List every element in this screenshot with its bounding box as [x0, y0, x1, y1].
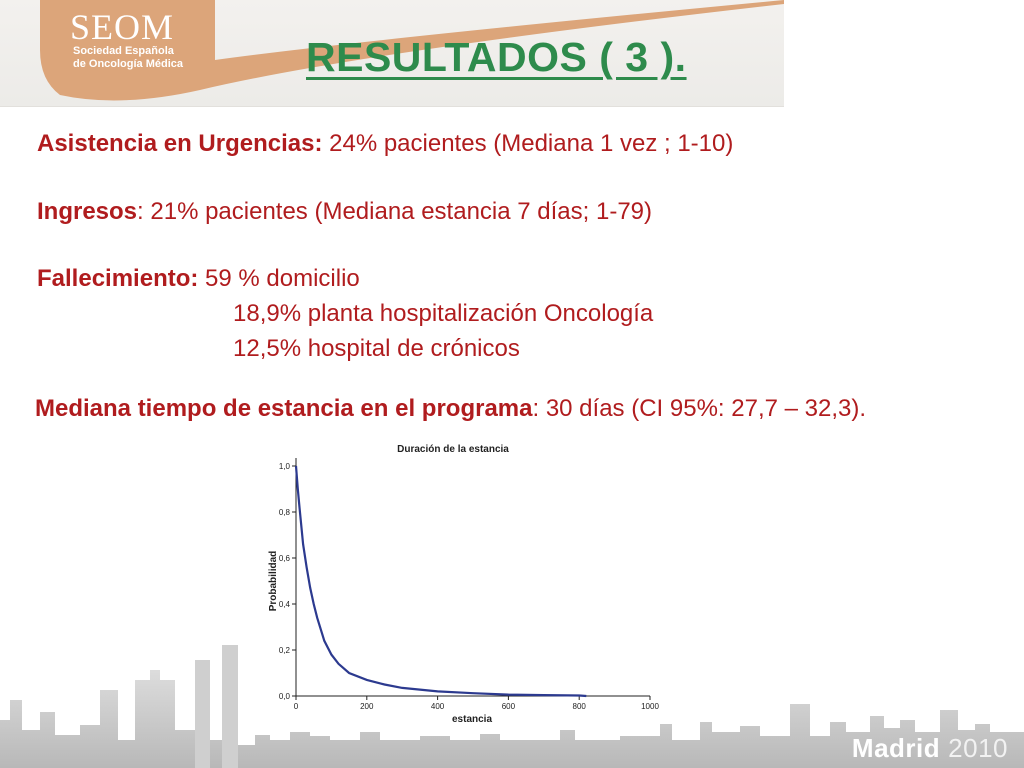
- line-urgencias-text: 24% pacientes (Mediana 1 vez ; 1-10): [322, 130, 734, 157]
- line-ingresos-text: : 21% pacientes (Mediana estancia 7 días…: [137, 198, 652, 225]
- chart-ylabel: Probabilidad: [268, 551, 279, 612]
- line-mediana-label: Mediana tiempo de estancia en el program…: [35, 395, 533, 422]
- fallecimiento-planta: 18,9% planta hospitalización Oncología: [233, 300, 654, 327]
- x-tick-label: 1000: [641, 702, 659, 711]
- line-urgencias: Asistencia en Urgencias: 24% pacientes (…: [37, 130, 733, 158]
- skyline-graphic: [0, 645, 1024, 768]
- y-tick-label: 0,6: [279, 554, 291, 563]
- x-tick-label: 0: [294, 702, 299, 711]
- x-tick-label: 800: [573, 702, 587, 711]
- x-tick-label: 400: [431, 702, 445, 711]
- x-tick-label: 600: [502, 702, 516, 711]
- y-tick-label: 0,0: [279, 692, 291, 701]
- y-tick-label: 0,4: [279, 600, 291, 609]
- footer-brand: Madrid 2010: [852, 733, 1008, 764]
- chart-ticks: 0 200 400 600 800 1000 0,0 0,2 0,4 0,6 0,8 1,0: [279, 462, 660, 711]
- chart-svg: Duración de la estancia Probabilidad est…: [268, 444, 660, 725]
- line-urgencias-label: Asistencia en Urgencias:: [37, 130, 323, 157]
- footer-brand-name: Madrid: [851, 733, 941, 763]
- line-fallecimiento-text: 59 % domicilio: [198, 265, 360, 292]
- logo-name: SEOM: [70, 7, 175, 47]
- header-band: SEOM Sociedad Española de Oncología Médi…: [0, 0, 784, 107]
- chart-curve: [294, 465, 587, 698]
- x-tick-label: 200: [360, 702, 374, 711]
- logo-subtitle: Sociedad Española de Oncología Médica: [73, 45, 184, 70]
- slide-title: RESULTADOS ( 3 ).: [306, 34, 687, 80]
- chart-xlabel: estancia: [452, 714, 492, 725]
- footer-year: 2010: [948, 733, 1008, 763]
- line-mediana-text: : 30 días (CI 95%: 27,7 – 32,3).: [532, 395, 867, 422]
- y-tick-label: 0,2: [279, 646, 291, 655]
- line-ingresos: Ingresos: 21% pacientes (Mediana estanci…: [37, 198, 652, 226]
- y-tick-label: 0,8: [279, 508, 291, 517]
- fallecimiento-cronicos: 12,5% hospital de crónicos: [233, 335, 520, 362]
- chart-title: Duración de la estancia: [397, 444, 509, 455]
- line-mediana: Mediana tiempo de estancia en el program…: [35, 395, 866, 423]
- survival-chart: Duración de la estancia Probabilidad est…: [240, 436, 660, 726]
- line-fallecimiento: Fallecimiento: 59 % domicilio: [37, 265, 360, 293]
- line-ingresos-label: Ingresos: [37, 198, 138, 225]
- line-fallecimiento-label: Fallecimiento:: [37, 265, 199, 292]
- y-tick-label: 1,0: [279, 462, 291, 471]
- logo-swoosh: [40, 0, 784, 101]
- chart-axes: [295, 458, 650, 697]
